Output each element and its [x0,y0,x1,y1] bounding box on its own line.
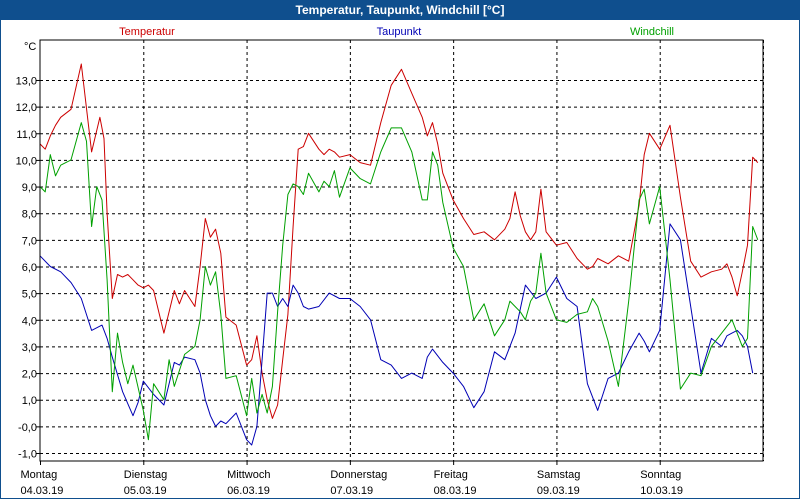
y-tick-label: 1,0 [22,395,37,407]
chart-title: Temperatur, Taupunkt, Windchill [°C] [0,0,800,20]
plot-area-border [39,39,764,462]
x-tick-date: 10.03.19 [640,485,683,497]
x-axis: Montag 04.03.19 Dienstag 05.03.19 Mittwoch 06… [21,461,683,497]
series-line-temperatur [39,63,759,419]
x-tick-date: 07.03.19 [330,485,373,497]
y-tick-label: 2,0 [22,369,37,381]
x-tick-date: 09.03.19 [537,485,580,497]
y-tick-label: 13,0 [16,75,37,87]
y-axis: -1,0 -0,0 1,0 2,0 3,0 4,0 5,0 6,0 7,0 8,0 9,0 10,0 1… [16,75,40,461]
y-tick-label: 9,0 [22,182,37,194]
chart-grid [40,40,764,461]
chart-legend: Temperatur Taupunkt Windchill [119,26,674,38]
x-tick-weekday: Dienstag [124,469,167,481]
y-tick-label: 10,0 [16,155,37,167]
y-tick-label: 3,0 [22,342,37,354]
x-tick-date: 08.03.19 [434,485,477,497]
x-tick-date: 06.03.19 [227,485,270,497]
y-tick-label: 12,0 [16,102,37,114]
series-line-taupunkt [39,223,754,446]
y-axis-unit-label: °C [24,41,36,53]
y-tick-label: -1,0 [18,449,37,461]
x-tick-date: 05.03.19 [124,485,167,497]
x-tick-weekday: Freitag [434,469,468,481]
y-tick-label: 7,0 [22,235,37,247]
y-tick-label: 6,0 [22,262,37,274]
x-tick-weekday: Sonntag [640,469,681,481]
legend-taupunkt: Taupunkt [377,26,422,38]
x-tick-weekday: Samstag [537,469,580,481]
x-tick-weekday: Donnerstag [330,469,387,481]
y-tick-label: -0,0 [18,422,37,434]
series-line-windchill [39,122,759,441]
series-lines [39,63,759,446]
y-tick-label: 4,0 [22,315,37,327]
legend-temperatur: Temperatur [119,26,175,38]
x-tick-weekday: Montag [21,469,58,481]
x-tick-date: 04.03.19 [21,485,64,497]
y-tick-label: 5,0 [22,289,37,301]
y-tick-label: 11,0 [16,129,37,141]
x-tick-weekday: Mittwoch [227,469,270,481]
y-tick-label: 8,0 [22,209,37,221]
legend-windchill: Windchill [630,26,674,38]
